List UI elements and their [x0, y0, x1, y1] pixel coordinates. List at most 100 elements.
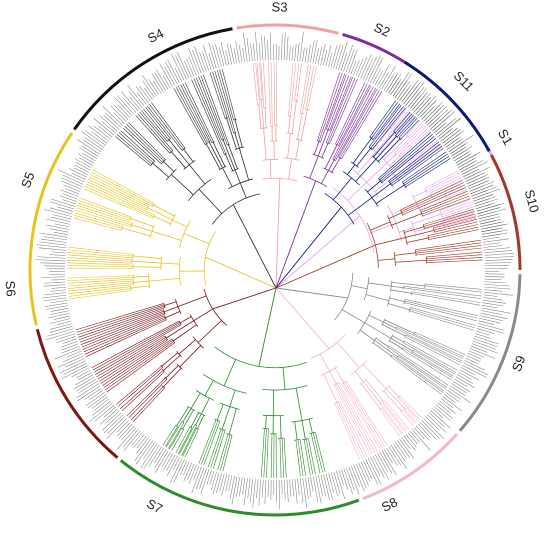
tip-label [483, 297, 503, 301]
tip-label [54, 223, 70, 228]
branch [355, 158, 377, 182]
tip-label [50, 201, 75, 210]
leaf-branch [202, 74, 230, 145]
leaf-branch [275, 62, 278, 126]
tip-label [45, 224, 69, 230]
tip-label [372, 455, 385, 478]
tip-label [238, 477, 243, 497]
branch [219, 402, 240, 410]
leaf-branch [391, 354, 444, 393]
tip-label [325, 473, 333, 499]
branch [204, 380, 214, 396]
tip-label [320, 43, 326, 66]
tip-label [472, 340, 496, 350]
branch [234, 119, 243, 148]
tip-label [117, 95, 135, 115]
tip-label [68, 168, 87, 178]
branch [420, 210, 424, 217]
tip-label [159, 63, 173, 87]
branch [218, 165, 227, 171]
tip-label [225, 49, 230, 66]
tip-label [315, 475, 322, 504]
tip-label [403, 435, 416, 451]
tip-label [53, 232, 69, 235]
leaf-branch [398, 128, 428, 156]
tip-label [281, 34, 283, 61]
branch [288, 116, 291, 134]
leaf-branch [394, 124, 425, 154]
tip-label [154, 447, 164, 464]
tip-label [267, 479, 269, 497]
tip-label [484, 286, 511, 290]
branch [333, 382, 339, 386]
tip-label [323, 474, 330, 501]
branch [163, 161, 175, 172]
leaf-branch [404, 409, 417, 423]
tip-label [110, 105, 127, 122]
branch [394, 252, 416, 256]
branch [375, 135, 390, 153]
branch [275, 287, 348, 299]
branch [163, 306, 179, 313]
tip-label [194, 46, 204, 73]
leaf-branch [193, 78, 227, 155]
tip-label [187, 463, 195, 481]
tip-label [118, 423, 133, 439]
leaf-branch [399, 395, 422, 418]
branch [208, 141, 223, 169]
leaf-branch [409, 142, 440, 166]
tip-label [286, 479, 289, 503]
branch [223, 359, 237, 387]
subfamily-arc-s9 [458, 274, 522, 432]
branch [312, 153, 324, 159]
leaf-branch [221, 68, 236, 120]
leaf-branch [410, 307, 476, 326]
leaf-branch [403, 340, 458, 371]
leaf-branch [382, 400, 408, 432]
tip-label [460, 367, 476, 376]
tip-label [363, 460, 373, 480]
branch [382, 324, 406, 337]
branch [363, 381, 382, 404]
leaf-branch [195, 77, 223, 141]
tip-label [307, 45, 311, 63]
tree-branches [67, 62, 483, 478]
branch [334, 367, 345, 383]
branch [366, 162, 388, 183]
leaf-branch [379, 133, 433, 181]
leaf-branch [117, 134, 153, 165]
leaf-branch [405, 407, 419, 421]
branch [404, 226, 424, 233]
leaf-branch [73, 217, 122, 231]
tip-label [449, 143, 466, 155]
branch [275, 206, 342, 289]
leaf-branch [441, 204, 473, 215]
tip-label [50, 310, 70, 315]
branch [388, 386, 400, 398]
tip-label [53, 315, 71, 320]
branch [182, 408, 192, 423]
tip-label [242, 477, 246, 495]
leaf-branch [92, 321, 181, 371]
tip-label [481, 305, 498, 309]
leaf-branch [439, 199, 471, 211]
leaf-branch [256, 62, 261, 100]
branch [225, 117, 229, 119]
leaf-branch [395, 114, 414, 136]
leaf-branch [68, 246, 134, 255]
leaf-branch [387, 346, 447, 388]
leaf-branch [335, 87, 377, 161]
tip-label [136, 92, 147, 105]
tip-label [467, 178, 486, 187]
tip-label [48, 254, 66, 256]
branch [295, 138, 303, 142]
branch [212, 141, 226, 167]
leaf-branch [91, 320, 180, 369]
tip-label [186, 58, 195, 77]
tip-label [174, 67, 183, 82]
tip-label [448, 387, 471, 404]
branch [161, 352, 179, 367]
tip-label [478, 213, 500, 220]
leaf-branch [339, 401, 368, 457]
